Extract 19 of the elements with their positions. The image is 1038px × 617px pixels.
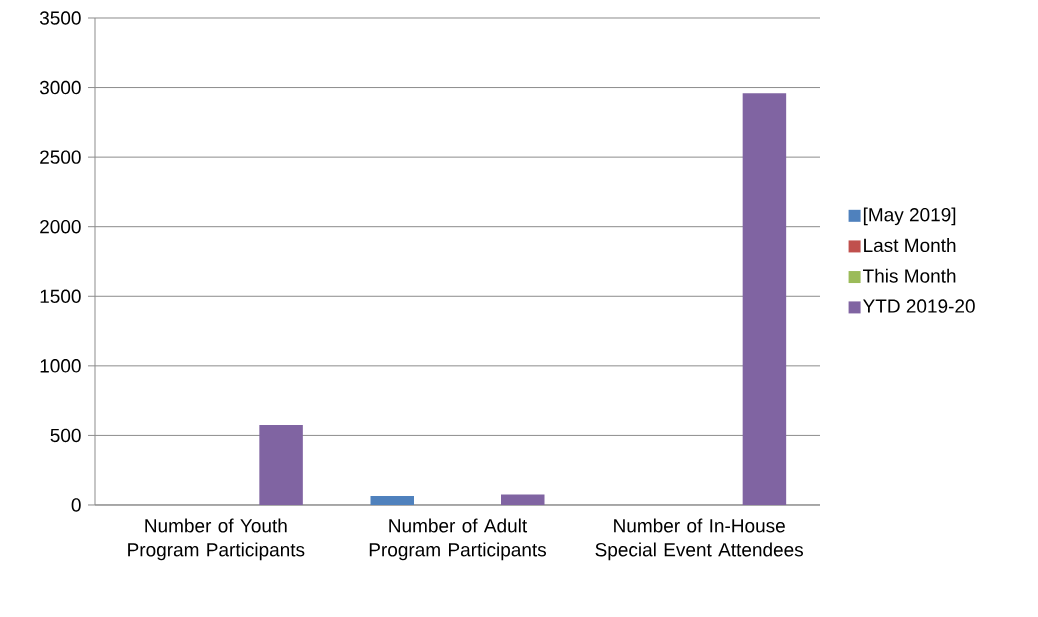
y-tick-label: 1000 xyxy=(40,359,81,373)
bar xyxy=(742,93,787,505)
x-tick-label: Number of Adult Program Participants xyxy=(369,518,547,561)
y-tick-label: 1500 xyxy=(40,289,81,303)
bar xyxy=(370,495,415,505)
legend-label: Last Month xyxy=(864,238,956,253)
bar xyxy=(259,424,303,505)
y-tick-label: 0 xyxy=(71,498,81,512)
x-tick-label: Number of Youth Program Participants xyxy=(128,518,305,561)
x-tick-label: Number of In-House Special Event Attendees xyxy=(595,518,804,561)
legend-label: YTD 2019-20 xyxy=(863,299,975,313)
y-tick-label: 3500 xyxy=(39,11,81,25)
y-tick-label: 500 xyxy=(50,428,81,443)
y-tick-label: 3000 xyxy=(39,80,81,95)
legend-label: This Month xyxy=(863,268,956,283)
bar xyxy=(501,494,545,505)
legend-label: [May 2019] xyxy=(863,207,956,226)
y-tick-label: 2000 xyxy=(40,219,81,234)
y-tick-label: 2500 xyxy=(40,150,81,164)
